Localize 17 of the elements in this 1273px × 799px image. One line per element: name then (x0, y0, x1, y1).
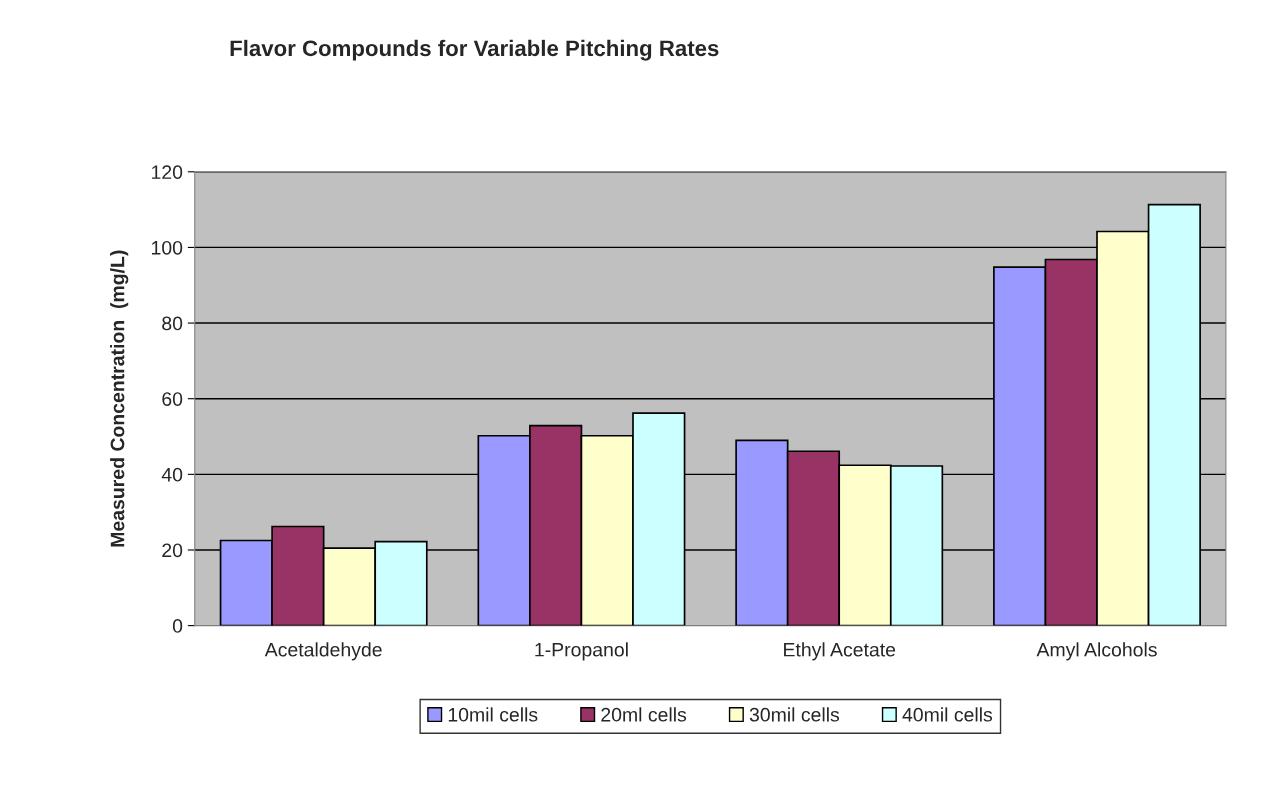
y-tick-label: 20 (162, 543, 183, 558)
legend-label: 10mil cells (448, 707, 538, 722)
y-tick-label: 60 (162, 392, 183, 406)
y-tick-label: 40 (161, 467, 183, 482)
chart-title: Flavor Compounds for Variable Pitching Rates (230, 39, 719, 61)
x-tick-label: Amyl Alcohols (1036, 642, 1157, 661)
y-tick-label: 0 (172, 619, 183, 633)
y-tick-label: 120 (152, 165, 183, 180)
y-axis-title: Measured Concentration (mg/L) (110, 250, 129, 547)
x-tick-label: 1-Propanol (535, 642, 628, 661)
y-tick-label: 100 (152, 240, 183, 255)
y-tick-label: 80 (162, 316, 183, 331)
x-tick-label: Ethyl Acetate (784, 642, 896, 661)
legend-label: 30mil cells (749, 707, 840, 722)
legend-label: 20ml cells (601, 707, 687, 722)
legend-label: 40mil cells (902, 707, 993, 722)
x-tick-label: Acetaldehyde (264, 642, 382, 661)
